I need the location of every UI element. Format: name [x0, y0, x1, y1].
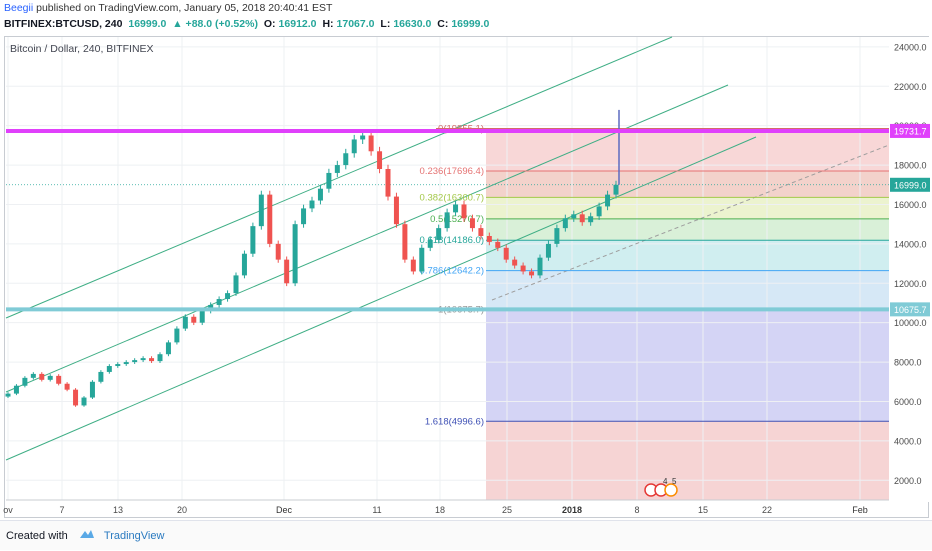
ohlc-bar: BITFINEX:BTCUSD, 240 16999.0 ▲ +88.0 (+0…: [0, 16, 932, 32]
low-label: L:: [380, 18, 391, 30]
symbol-label[interactable]: BITFINEX:BTCUSD, 240: [4, 18, 123, 30]
last-price: 16999.0: [128, 18, 167, 30]
close-label: C:: [437, 18, 449, 30]
publish-info: published on TradingView.com, January 05…: [33, 2, 333, 14]
low-value: 16630.0: [393, 18, 432, 30]
open-value: 16912.0: [278, 18, 317, 30]
tradingview-logo-icon: [79, 521, 95, 551]
publisher-username[interactable]: Beegii: [4, 2, 34, 14]
created-with-label: Created with: [6, 530, 68, 542]
close-value: 16999.0: [451, 18, 490, 30]
high-label: H:: [322, 18, 334, 30]
open-label: O:: [263, 18, 276, 30]
footer: Created with TradingView: [0, 520, 932, 550]
tradingview-brand[interactable]: TradingView: [103, 530, 165, 542]
chart-frame: [4, 36, 929, 518]
publish-bar: Beegii published on TradingView.com, Jan…: [0, 0, 932, 16]
price-change: ▲ +88.0 (+0.52%): [172, 18, 258, 30]
high-value: 17067.0: [336, 18, 375, 30]
